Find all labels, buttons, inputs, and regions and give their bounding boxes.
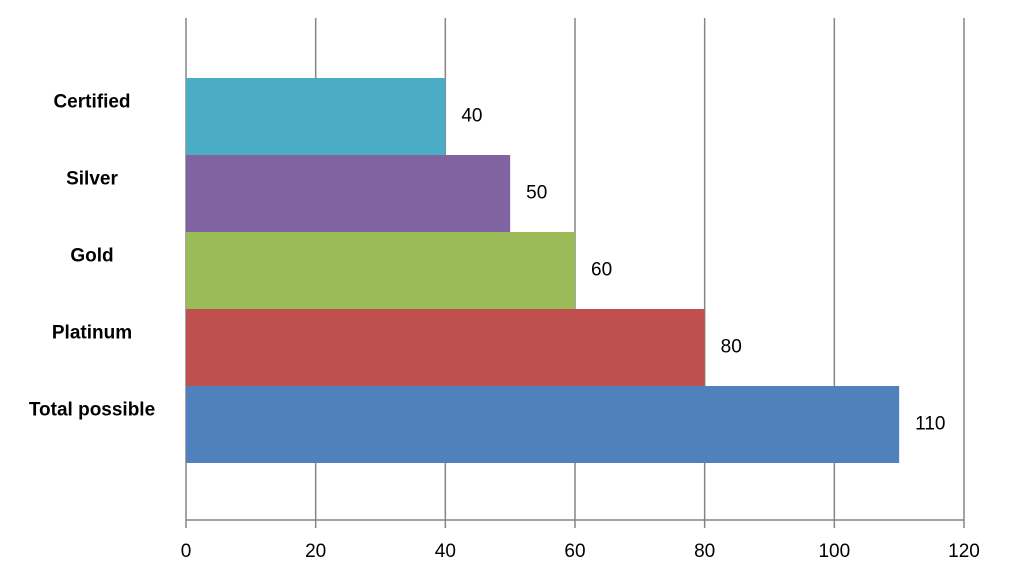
x-tick-label: 20 xyxy=(305,541,326,562)
y-tick-label: Gold xyxy=(70,246,113,267)
value-label: 50 xyxy=(526,183,547,204)
x-tick-label: 40 xyxy=(435,541,456,562)
bar xyxy=(186,232,575,309)
bar xyxy=(186,155,511,232)
value-label: 40 xyxy=(461,106,482,127)
x-tick-label: 100 xyxy=(818,541,850,562)
y-tick-label: Silver xyxy=(66,169,118,190)
bar xyxy=(186,386,900,463)
bar xyxy=(186,309,705,386)
x-tick-label: 60 xyxy=(564,541,585,562)
x-tick-label: 0 xyxy=(181,541,192,562)
x-tick-label: 80 xyxy=(694,541,715,562)
value-label: 110 xyxy=(915,414,945,435)
value-label: 80 xyxy=(721,337,742,358)
y-tick-label: Total possible xyxy=(29,400,155,421)
value-label: 60 xyxy=(591,260,612,281)
y-tick-label: Platinum xyxy=(52,323,132,344)
y-tick-label: Certified xyxy=(53,92,130,113)
x-tick-label: 120 xyxy=(948,541,980,562)
bar xyxy=(186,78,446,155)
